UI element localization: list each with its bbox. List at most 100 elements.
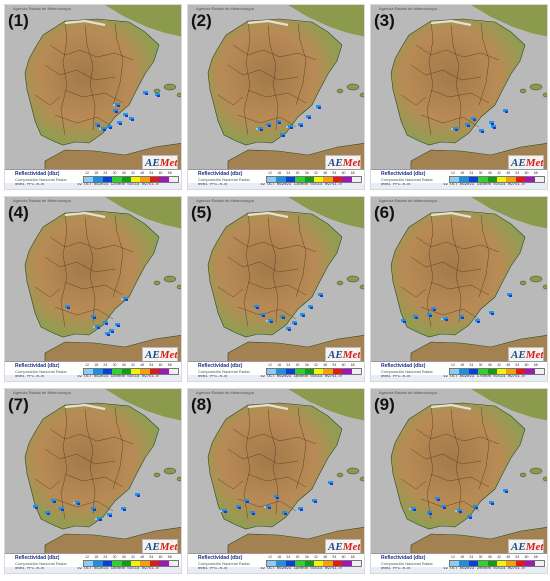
legend-swatch bbox=[102, 561, 113, 566]
legend-ticks: 12 18 24 30 36 42 48 54 60 66 bbox=[85, 171, 177, 175]
legend-swatch bbox=[497, 177, 507, 182]
radar-echo bbox=[467, 515, 472, 519]
radar-echo bbox=[95, 517, 102, 521]
legend-color-bar bbox=[83, 368, 179, 375]
legend-tick: 24 bbox=[286, 363, 291, 367]
legend-swatch bbox=[93, 177, 103, 182]
province-border bbox=[430, 281, 490, 296]
reflectivity-legend: Reflectividad (dbz) Composición Nacional … bbox=[188, 169, 364, 189]
legend-tick: 60 bbox=[341, 363, 346, 367]
radar-echo bbox=[489, 125, 496, 129]
legend-swatch bbox=[102, 177, 113, 182]
radar-echo bbox=[264, 505, 271, 509]
legend-swatch bbox=[450, 369, 460, 374]
reflectivity-legend: Reflectividad (dbz) Composición Nacional … bbox=[188, 361, 364, 381]
panel-number: (2) bbox=[191, 11, 212, 30]
legend-tick: 54 bbox=[515, 555, 520, 559]
product-code: 0001 PPI-R-N bbox=[15, 375, 44, 379]
legend-tick: 66 bbox=[167, 363, 172, 367]
legend-swatch bbox=[295, 561, 305, 566]
radar-echo bbox=[45, 511, 50, 515]
balearic-island bbox=[153, 88, 161, 94]
legend-swatch bbox=[121, 561, 132, 566]
timestamp: 19 OCT 062023 200000 01514 09751.0 bbox=[443, 567, 525, 571]
reflectivity-legend: Reflectividad (dbz) Composición Nacional … bbox=[371, 361, 547, 381]
legend-tick: 54 bbox=[515, 171, 520, 175]
balearic-island bbox=[542, 476, 547, 482]
balearic-island bbox=[163, 275, 177, 283]
radar-echo bbox=[121, 113, 128, 117]
legend-swatch bbox=[515, 561, 526, 566]
province-border bbox=[44, 448, 116, 465]
province-border bbox=[84, 408, 96, 515]
radar-echo bbox=[298, 313, 305, 317]
product-code: 0001 PPI-R-N bbox=[381, 567, 410, 571]
aemet-logo: AEMet bbox=[142, 347, 178, 365]
legend-tick: 30 bbox=[112, 171, 117, 175]
radar-echo bbox=[292, 321, 297, 325]
panel-number: (8) bbox=[191, 395, 212, 414]
radar-echo bbox=[475, 319, 480, 323]
legend-tick: 24 bbox=[286, 555, 291, 559]
legend-tick: 54 bbox=[332, 555, 337, 559]
radar-echo bbox=[256, 127, 263, 131]
legend-title: Reflectividad (dbz) bbox=[381, 171, 426, 177]
province-border bbox=[243, 404, 251, 520]
aemet-logo: AEMet bbox=[142, 155, 178, 173]
legend-title: Reflectividad (dbz) bbox=[15, 171, 60, 177]
province-border bbox=[54, 498, 114, 512]
legend-tick: 42 bbox=[314, 555, 318, 559]
legend-tick: 42 bbox=[314, 363, 318, 367]
legend-tick: 42 bbox=[131, 171, 135, 175]
legend-tick: 66 bbox=[350, 555, 355, 559]
province-border bbox=[478, 406, 490, 490]
legend-swatch bbox=[506, 561, 516, 566]
province-border bbox=[112, 406, 124, 490]
legend-footer: 0001 PPI-R-N 19 OCT 062023 180000 01514 0… bbox=[5, 567, 181, 573]
agency-header: Agencia Estatal de Meteorología bbox=[196, 6, 254, 11]
legend-swatch bbox=[314, 369, 324, 374]
radar-echo bbox=[117, 121, 122, 125]
iberian-peninsula bbox=[207, 402, 343, 530]
province-border bbox=[60, 20, 68, 136]
panel-number: (3) bbox=[374, 11, 395, 30]
province-border bbox=[410, 64, 482, 81]
legend-tick: 18 bbox=[460, 363, 465, 367]
legend-tick: 12 bbox=[451, 171, 455, 175]
radar-echo bbox=[286, 327, 291, 331]
legend-swatch bbox=[478, 369, 488, 374]
legend-tick: 54 bbox=[515, 363, 520, 367]
legend-swatch bbox=[131, 177, 141, 182]
balearic-island bbox=[336, 472, 344, 478]
radar-echo bbox=[276, 120, 281, 124]
legend-swatch bbox=[159, 369, 169, 374]
legend-tick: 60 bbox=[341, 555, 346, 559]
legend-swatch bbox=[459, 369, 469, 374]
balearic-island bbox=[359, 92, 364, 98]
legend-swatch bbox=[285, 177, 296, 182]
legend-tick: 18 bbox=[277, 555, 282, 559]
legend-tick: 42 bbox=[314, 171, 318, 175]
radar-panel: Agencia Estatal de Meteorología (4) AEMet R… bbox=[4, 196, 182, 382]
legend-swatch bbox=[459, 177, 469, 182]
legend-swatch bbox=[468, 177, 479, 182]
province-border bbox=[426, 404, 434, 520]
legend-swatch bbox=[342, 177, 352, 182]
reflectivity-legend: Reflectividad (dbz) Composición Nacional … bbox=[5, 553, 181, 573]
snow-peaks bbox=[430, 19, 472, 27]
legend-swatch bbox=[515, 177, 526, 182]
legend-swatch bbox=[112, 369, 122, 374]
province-border bbox=[410, 256, 482, 273]
reflectivity-legend: Reflectividad (dbz) Composición Nacional … bbox=[188, 553, 364, 573]
legend-tick: 66 bbox=[533, 363, 538, 367]
province-border bbox=[60, 212, 68, 328]
radar-echo bbox=[503, 109, 508, 113]
radar-echo bbox=[93, 325, 100, 329]
province-border bbox=[217, 94, 244, 106]
province-border bbox=[247, 473, 307, 488]
aemet-logo: AEMet bbox=[508, 347, 544, 365]
legend-swatch bbox=[468, 561, 479, 566]
radar-panel: Agencia Estatal de Meteorología (1) AEMet R… bbox=[4, 4, 182, 190]
province-border bbox=[232, 236, 317, 253]
balearic-island bbox=[529, 467, 543, 475]
